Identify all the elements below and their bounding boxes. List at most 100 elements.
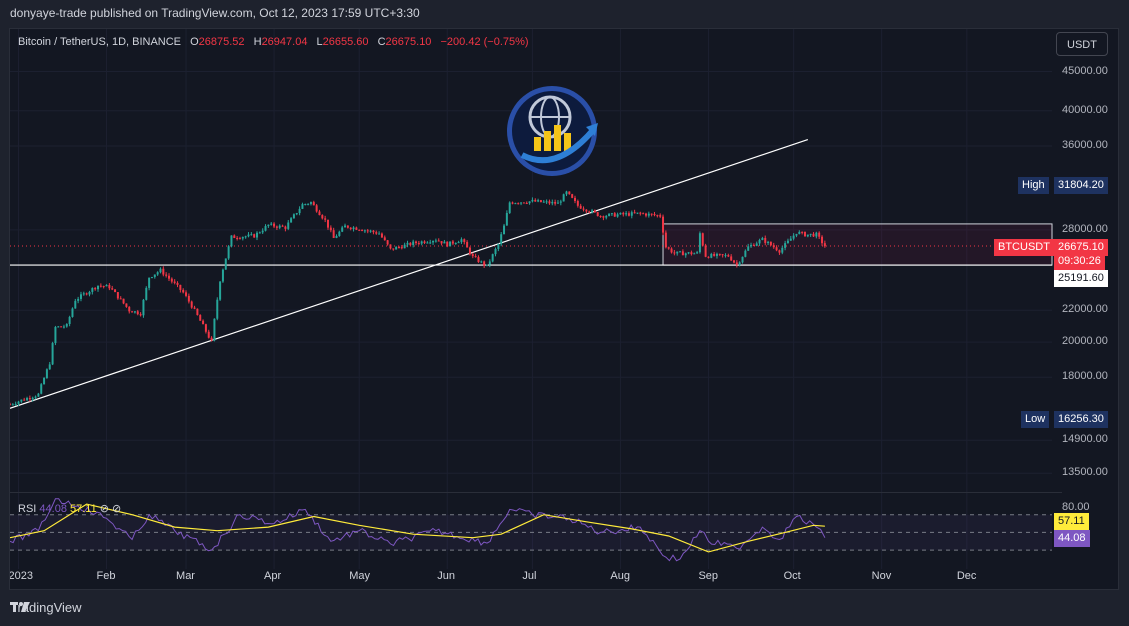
candle-body <box>207 331 210 338</box>
candle-body <box>556 202 559 204</box>
candle-body <box>332 230 335 238</box>
candle-body <box>338 231 341 236</box>
high-key: H <box>253 36 262 48</box>
candle-body <box>326 219 329 228</box>
candle-body <box>593 210 596 213</box>
footer[interactable]: TradingView <box>10 600 82 615</box>
candle-body <box>363 230 366 232</box>
candle-body <box>508 202 511 213</box>
candle-body <box>542 201 545 203</box>
candle-body <box>673 252 676 254</box>
candle-body <box>250 234 253 236</box>
candle-body <box>346 225 349 228</box>
candle-body <box>718 253 721 255</box>
candle-body <box>97 285 100 290</box>
candle-body <box>440 241 443 244</box>
open-value: 26875.52 <box>198 36 245 48</box>
price-tick-label: 20000.00 <box>1062 335 1108 348</box>
trendline <box>10 138 809 409</box>
candle-body <box>429 242 432 244</box>
candle-body <box>361 230 364 232</box>
open-key: O <box>190 36 199 48</box>
candle-body <box>54 326 57 344</box>
candle-body <box>568 191 571 195</box>
candle-body <box>79 294 82 299</box>
candle-body <box>786 240 789 244</box>
candle-body <box>335 235 338 238</box>
rsi-label[interactable]: RSI <box>18 503 37 515</box>
candle-body <box>406 242 409 245</box>
candle-body <box>352 227 355 229</box>
candle-body <box>57 326 60 328</box>
candle-body <box>670 248 673 253</box>
candle-body <box>437 240 440 242</box>
candle-body <box>28 398 31 400</box>
candle-body <box>622 212 625 215</box>
candle-body <box>142 299 145 316</box>
candle-body <box>466 242 469 248</box>
candle-body <box>233 235 236 239</box>
candle-body <box>31 397 34 400</box>
candle-body <box>667 247 670 249</box>
candle-body <box>23 399 26 401</box>
candle-body <box>94 288 97 290</box>
high-label-tag: High <box>1018 177 1049 194</box>
price-chart[interactable] <box>10 29 1119 590</box>
candle-body <box>417 243 420 245</box>
candle-body <box>60 326 63 328</box>
candle-body <box>576 201 579 206</box>
candle-body <box>210 337 213 341</box>
currency-button[interactable]: USDT <box>1056 32 1108 56</box>
candle-body <box>812 233 815 237</box>
candle-body <box>551 201 554 204</box>
candle-body <box>474 256 477 258</box>
candle-body <box>704 245 707 257</box>
price-tick-label: 40000.00 <box>1062 103 1108 116</box>
chart-frame[interactable]: Bitcoin / TetherUS, 1D, BINANCE O26875.5… <box>9 28 1119 590</box>
candle-body <box>307 203 310 205</box>
candle-body <box>116 292 119 299</box>
candle-body <box>733 260 736 263</box>
candle-body <box>176 282 179 285</box>
candle-body <box>522 202 525 204</box>
tradingview-logo-icon <box>10 602 30 612</box>
rsi-legend: RSI 44.08 57.11 ⊘ ⊘ <box>18 503 122 515</box>
candle-body <box>167 275 170 279</box>
candle-body <box>730 256 733 261</box>
candle-body <box>548 201 551 204</box>
candle-body <box>380 233 383 238</box>
candle-body <box>153 274 156 278</box>
candle-body <box>653 214 656 216</box>
candle-body <box>111 288 114 290</box>
candle-body <box>559 201 562 203</box>
symbol-title[interactable]: Bitcoin / TetherUS, 1D, BINANCE <box>18 36 182 48</box>
candle-body <box>37 393 40 397</box>
candle-body <box>610 213 613 215</box>
candle-body <box>105 284 108 287</box>
candle-body <box>801 231 804 233</box>
candle-body <box>14 403 17 405</box>
candle-body <box>199 315 202 321</box>
support-level-tag: 25191.60 <box>1054 270 1108 287</box>
candle-body <box>454 242 457 244</box>
time-tick-label: Jun <box>437 570 455 582</box>
candle-body <box>114 289 117 293</box>
candle-body <box>284 226 287 229</box>
candle-body <box>744 250 747 257</box>
candle-body <box>636 212 639 214</box>
candle-body <box>170 278 173 282</box>
candle-body <box>806 234 809 237</box>
candle-body <box>605 216 608 218</box>
candle-body <box>185 292 188 296</box>
candle-body <box>423 241 426 243</box>
close-value: 26675.10 <box>385 36 432 48</box>
candle-body <box>17 401 20 404</box>
candle-body <box>449 241 452 247</box>
candle-body <box>662 216 665 233</box>
candle-body <box>256 232 259 238</box>
candle-body <box>162 268 165 275</box>
candle-body <box>108 284 111 289</box>
candle-body <box>403 244 406 249</box>
pane-separator[interactable] <box>10 492 1062 493</box>
candle-body <box>750 244 753 247</box>
